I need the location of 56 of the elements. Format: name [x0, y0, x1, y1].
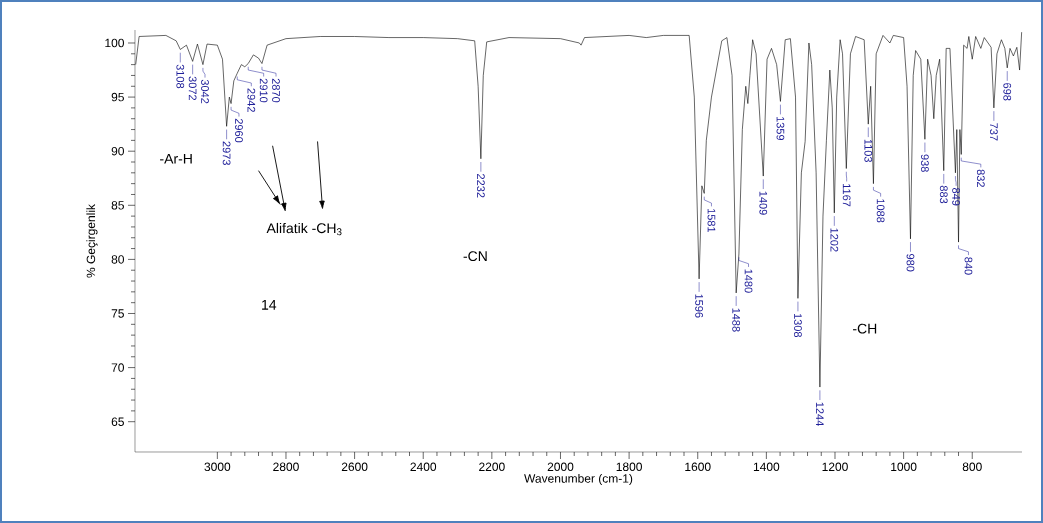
y-axis-title: % Geçirgenlik	[86, 203, 98, 278]
x-axis-title: Wavenumber (cm-1)	[524, 473, 633, 486]
x-tick-label: 1200	[822, 462, 848, 472]
x-tick-label: 2800	[273, 462, 299, 472]
y-tick-label: 85	[111, 201, 124, 210]
annotation: 3108	[176, 64, 185, 89]
annotation: 2960	[235, 118, 243, 143]
y-tick-label: 80	[111, 255, 124, 264]
annotation: 1308	[794, 313, 802, 338]
annotation: 1488	[732, 308, 741, 332]
annotation: 1409	[759, 191, 768, 215]
annotation: Alifatik -CH$_{3}$	[266, 222, 342, 236]
x-tick-label: 1400	[753, 462, 780, 472]
x-tick-label: 2000	[547, 462, 574, 472]
annotation: 840	[964, 257, 973, 275]
annotation: 832	[976, 169, 985, 187]
annotation: 849	[952, 188, 960, 206]
annotation: 14	[262, 300, 277, 310]
annotation: 3072	[188, 76, 197, 101]
annotation: 980	[906, 254, 915, 272]
y-tick-label: 90	[111, 146, 124, 156]
x-tick-label: 1600	[685, 462, 711, 472]
annotation: 938	[921, 154, 929, 172]
annotation: 1359	[776, 116, 785, 141]
annotation: 698	[1003, 83, 1012, 101]
annotation: 737	[989, 123, 998, 141]
annotation: 2942	[247, 88, 256, 112]
x-tick-label: 2400	[410, 462, 437, 472]
annotation: 1167	[842, 184, 851, 207]
annotation: 1244	[816, 402, 824, 426]
annotation: 2232	[476, 174, 485, 198]
y-tick-label: 75	[111, 309, 124, 318]
annotation: 1480	[744, 269, 753, 293]
y-tick-label: 70	[111, 363, 124, 372]
x-tick-label: 1800	[616, 462, 642, 472]
annotation: 2870	[272, 78, 280, 103]
x-tick-label: 800	[962, 462, 982, 472]
y-tick-label: 65	[111, 417, 124, 426]
y-tick-label: 95	[111, 92, 124, 102]
annotation: 883	[939, 185, 948, 204]
annotation: -CN	[463, 251, 487, 262]
annotation: 2910	[259, 78, 268, 103]
annotation: 3042	[201, 79, 209, 104]
annotation: 1202	[830, 228, 839, 252]
annotation: 1088	[876, 199, 885, 223]
annotation: -CH	[853, 323, 877, 334]
x-tick-label: 1000	[891, 462, 917, 472]
annotation: 1596	[695, 294, 703, 318]
annotation: 1103	[864, 139, 873, 163]
annotation: 1581	[707, 208, 716, 233]
annotation: 2973	[222, 141, 231, 166]
x-tick-label: 2200	[479, 462, 505, 472]
x-tick-label: 3000	[204, 462, 231, 472]
annotation: -Ar-H	[160, 153, 192, 164]
x-tick-label: 2600	[341, 462, 368, 472]
y-tick-label: 100	[105, 38, 124, 48]
